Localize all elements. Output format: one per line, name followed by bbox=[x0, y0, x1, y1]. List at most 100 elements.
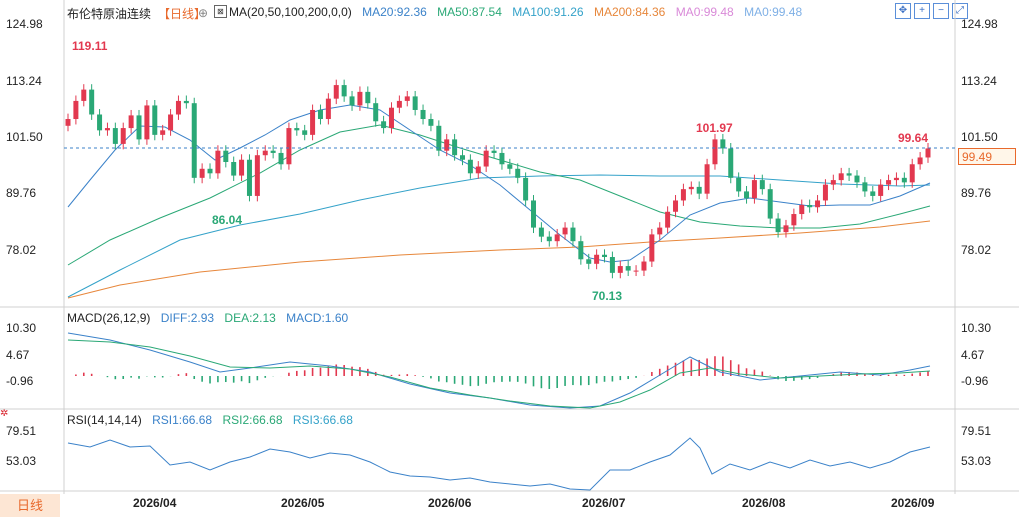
candle-body bbox=[404, 96, 410, 101]
expand-icon[interactable]: ⤢ bbox=[952, 3, 968, 19]
candle-body bbox=[452, 139, 458, 156]
diff-value: DIFF:2.93 bbox=[160, 311, 215, 325]
macd-tick-left-2: 4.67 bbox=[6, 348, 30, 362]
rsi-tick-left-1: 79.51 bbox=[6, 424, 37, 438]
candle-body bbox=[909, 164, 915, 183]
x-label-sep: 2026/09 bbox=[891, 496, 935, 510]
candle-body bbox=[294, 128, 300, 131]
candle-body bbox=[830, 180, 836, 185]
candle-body bbox=[286, 128, 292, 165]
rsi-line bbox=[67, 437, 931, 491]
price-annotations: 119.11 86.04 70.13 101.97 99.64 bbox=[64, 39, 955, 303]
price-tick-left-3: 101.50 bbox=[6, 130, 43, 144]
candle-body bbox=[531, 200, 537, 228]
high-label: 119.11 bbox=[72, 39, 108, 53]
zoom-out-icon[interactable]: − bbox=[933, 3, 949, 19]
x-label-may: 2026/05 bbox=[281, 496, 325, 510]
candle-body bbox=[467, 159, 473, 174]
candle-body bbox=[207, 168, 213, 174]
last-price-badge: 99.49 bbox=[958, 148, 1016, 165]
candle-body bbox=[878, 184, 884, 196]
price-tick-right-2: 113.24 bbox=[961, 74, 997, 88]
macd-tick-right-2: 4.67 bbox=[961, 348, 985, 362]
candle-body bbox=[838, 173, 844, 181]
candle-body bbox=[357, 91, 363, 106]
low-label-2: 70.13 bbox=[592, 289, 622, 303]
rsi-lines bbox=[67, 437, 931, 491]
price-tick-left-4: 89.76 bbox=[6, 186, 37, 200]
rsi-tick-left-2: 53.03 bbox=[6, 454, 37, 468]
dea-line bbox=[67, 339, 931, 409]
candle-body bbox=[744, 191, 750, 199]
candle-body bbox=[570, 227, 576, 242]
settings-icon[interactable]: ✲ bbox=[0, 408, 9, 419]
candle-body bbox=[325, 98, 331, 120]
candle-body bbox=[459, 155, 465, 160]
ma200-value: MA200:84.36 bbox=[593, 5, 666, 19]
candle-body bbox=[546, 236, 552, 242]
candle-body bbox=[673, 200, 679, 212]
candle-body bbox=[594, 254, 600, 264]
candle-body bbox=[89, 89, 95, 115]
candle-body bbox=[901, 177, 907, 183]
rsi-tick-right-2: 53.03 bbox=[961, 454, 992, 468]
candle-body bbox=[183, 100, 189, 104]
candle-body bbox=[420, 109, 426, 120]
ma50-line bbox=[67, 124, 931, 266]
candle-body bbox=[483, 150, 489, 167]
macd-tick-left-3: -0.96 bbox=[6, 374, 34, 388]
candle-body bbox=[665, 211, 671, 228]
candle-body bbox=[262, 150, 268, 156]
chart-toolbar: ✥ + − ⤢ bbox=[895, 3, 968, 19]
candle-body bbox=[223, 150, 229, 162]
candle-body bbox=[736, 177, 742, 192]
macd-value: MACD:1.60 bbox=[286, 311, 349, 325]
candle-body bbox=[759, 180, 765, 190]
candle-body bbox=[475, 166, 481, 174]
candle-body bbox=[97, 114, 103, 131]
period-tab-daily[interactable]: 日线 bbox=[0, 494, 60, 517]
square-icon[interactable]: ⊠ bbox=[214, 5, 227, 18]
candle-body bbox=[846, 173, 852, 176]
candle-body bbox=[791, 214, 797, 226]
candle-body bbox=[365, 91, 371, 104]
candle-body bbox=[917, 157, 923, 165]
candle-body bbox=[688, 186, 694, 190]
chart-frame bbox=[0, 0, 1019, 494]
candle-body bbox=[120, 128, 126, 144]
price-tick-right-4: 89.76 bbox=[961, 186, 992, 200]
candle-body bbox=[112, 128, 118, 144]
candle-body bbox=[373, 103, 379, 122]
rsi1-value: RSI1:66.68 bbox=[152, 413, 213, 427]
zoom-in-icon[interactable]: + bbox=[914, 3, 930, 19]
candle-body bbox=[641, 261, 647, 271]
instrument-title: 布伦特原油连续 bbox=[67, 7, 152, 21]
candle-body bbox=[815, 200, 821, 208]
candle-body bbox=[799, 204, 805, 215]
candle-body bbox=[696, 186, 702, 194]
x-label-jun: 2026/06 bbox=[428, 496, 472, 510]
diff-line bbox=[67, 332, 931, 409]
timeframe-label[interactable]: 【日线】 bbox=[158, 7, 207, 21]
ma-legend: MA(20,50,100,200,0,0) MA20:92.36 MA50:87… bbox=[229, 5, 809, 19]
peak-label: 101.97 bbox=[696, 121, 733, 135]
macd-histogram bbox=[75, 356, 929, 389]
candle-body bbox=[73, 100, 79, 120]
candle-body bbox=[862, 182, 868, 192]
ma20-line bbox=[67, 104, 931, 263]
candle-body bbox=[128, 115, 134, 129]
ma100-value: MA100:91.26 bbox=[512, 5, 584, 19]
dea-value: DEA:2.13 bbox=[224, 311, 276, 325]
candle-body bbox=[333, 85, 339, 99]
ma0-value-a: MA0:99.48 bbox=[675, 5, 734, 19]
move-icon[interactable]: ✥ bbox=[895, 3, 911, 19]
candle-body bbox=[602, 254, 608, 258]
circle-plus-icon[interactable]: ⊕ bbox=[198, 6, 209, 20]
candle-body bbox=[270, 150, 276, 153]
candle-body bbox=[349, 96, 355, 106]
candle-body bbox=[657, 227, 663, 235]
candle-body bbox=[523, 177, 529, 201]
candle-body bbox=[444, 139, 450, 151]
candle-body bbox=[649, 234, 655, 262]
